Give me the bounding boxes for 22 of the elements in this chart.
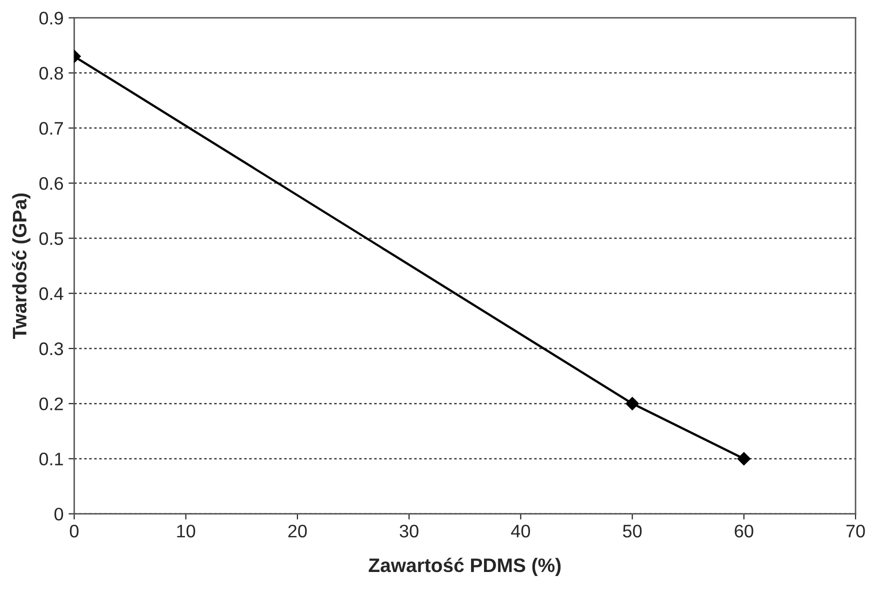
y-tick-label: 0.4 — [39, 287, 64, 300]
y-tick-label: 0.3 — [39, 342, 63, 356]
y-tick-label: 0.7 — [39, 122, 63, 135]
x-tick-label: 30 — [400, 524, 418, 538]
x-tick-label: 70 — [846, 524, 865, 538]
x-tick-label: 60 — [734, 524, 754, 538]
x-tick-label: 0 — [70, 524, 79, 538]
y-tick-label: 0.1 — [39, 452, 63, 466]
y-axis-title: Twardość (GPa) — [12, 193, 30, 339]
x-axis-title: Zawartość PDMS (%) — [368, 558, 561, 576]
x-tick-label: 50 — [622, 524, 642, 538]
y-tick-label: 0.6 — [39, 177, 63, 190]
y-tick-label: 0.8 — [39, 66, 64, 80]
x-tick-label: 40 — [511, 524, 530, 538]
y-tick-label: 0 — [54, 508, 64, 521]
point — [737, 452, 751, 466]
x-tick-label: 10 — [177, 524, 196, 538]
x-tick-label: 20 — [288, 524, 307, 538]
y-tick-label: 0.5 — [39, 232, 64, 245]
point — [626, 397, 639, 410]
y-tick-label: 0.2 — [39, 398, 63, 410]
y-tick-label: 0.9 — [39, 12, 63, 25]
